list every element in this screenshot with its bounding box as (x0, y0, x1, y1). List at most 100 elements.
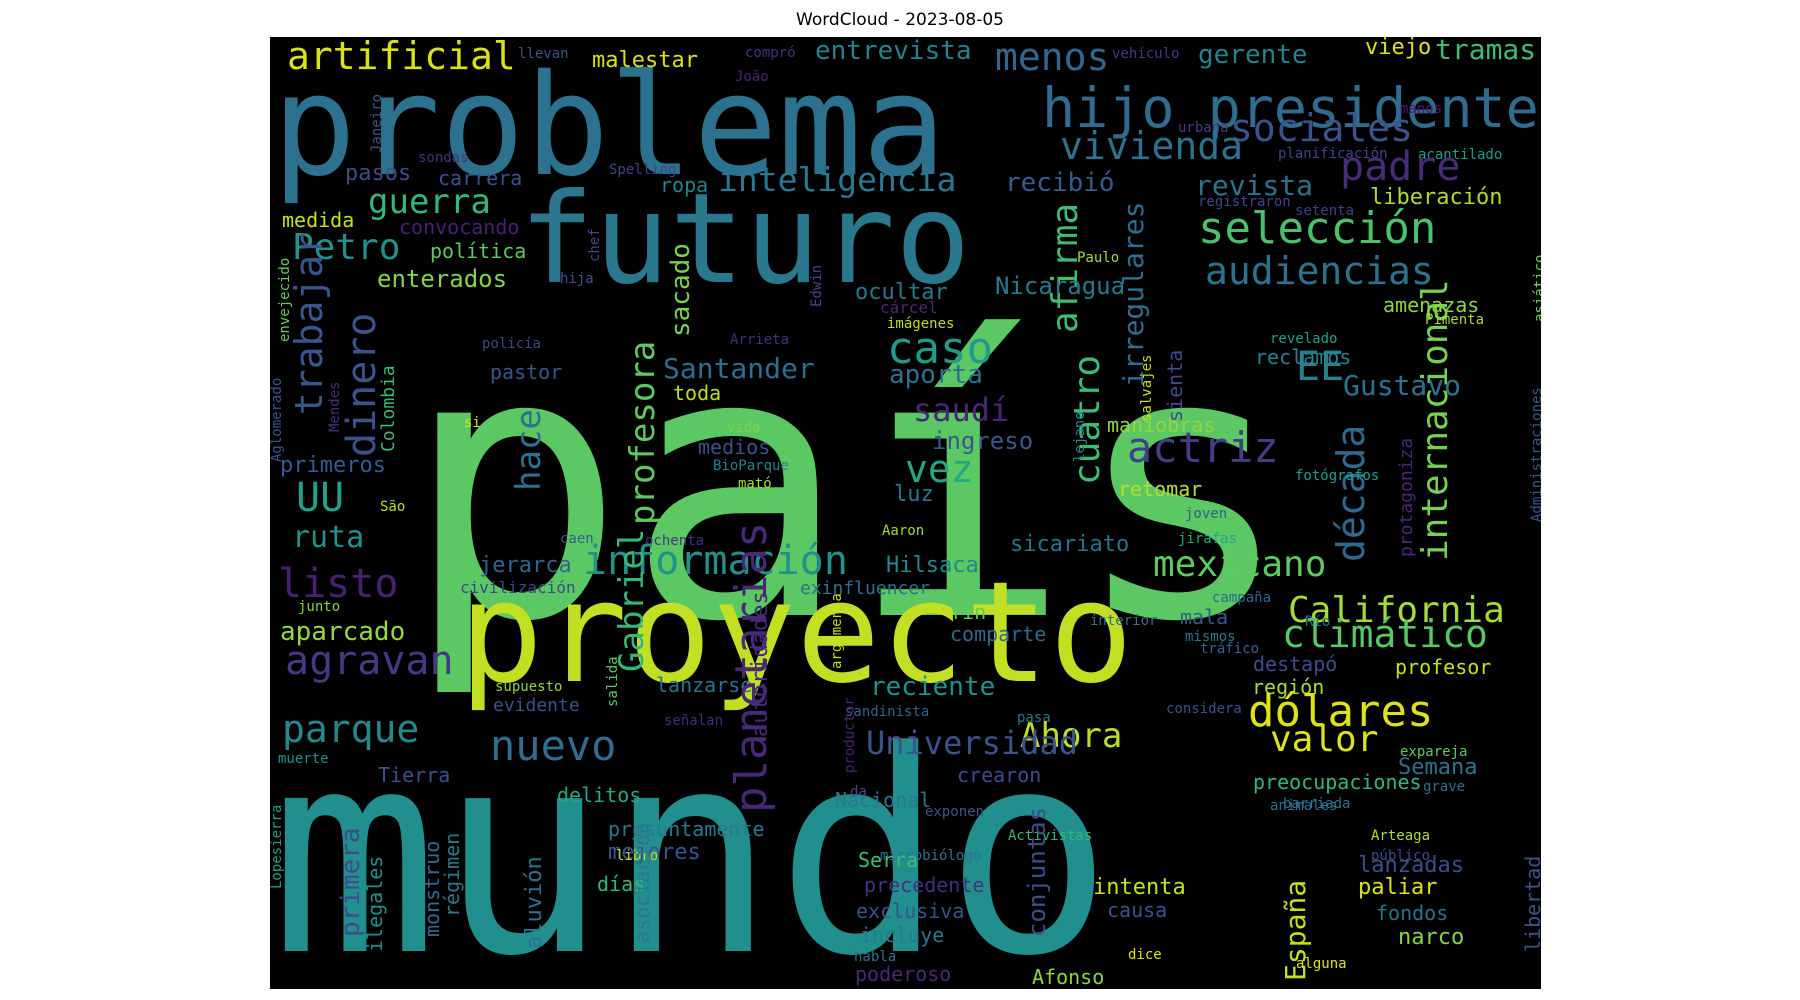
word: señalan (664, 713, 724, 729)
word: causa (1107, 898, 1168, 922)
word: Serra (858, 848, 919, 872)
word: libertad (1521, 855, 1541, 952)
word: aparcado (280, 617, 406, 647)
word: registraron (1198, 194, 1291, 210)
word: hijo presidente (1042, 76, 1539, 140)
word: selección (1198, 203, 1437, 254)
word: afirma (1045, 202, 1086, 333)
word: Lopesierra (270, 804, 285, 889)
word: Administraciones (1529, 387, 1541, 522)
word: lanzadas (1358, 853, 1464, 878)
word: dinero (339, 312, 385, 458)
word: paliar (1358, 875, 1438, 900)
word: medida (282, 208, 355, 232)
word: Mendes (327, 381, 343, 432)
word: fondos (1376, 901, 1449, 925)
word: nuevo (490, 721, 617, 770)
word: política (430, 239, 527, 263)
word: urbana (1178, 120, 1229, 136)
word: ruta (292, 520, 365, 555)
word: profesora (623, 340, 663, 525)
word: tráfico (1200, 641, 1260, 657)
word: alguna (1296, 956, 1347, 972)
word: revista (1195, 169, 1314, 202)
word: días (597, 872, 646, 896)
word: medios (698, 435, 771, 459)
word: Nacional (835, 788, 932, 812)
word: muerte (278, 751, 329, 767)
word: São (380, 499, 406, 515)
word: profesor (1395, 655, 1492, 679)
word: supuesto (495, 679, 563, 695)
word: considera (1166, 701, 1242, 717)
word: futuro (519, 167, 971, 312)
word: vehículo (1112, 46, 1180, 62)
word: asociación (630, 822, 654, 943)
word: setenta (1295, 203, 1355, 219)
word: compró (745, 45, 796, 61)
word: hace (509, 409, 549, 491)
word-cloud: país mundo proyecto problema futuro hijo… (270, 37, 1541, 989)
word: jerarca (479, 553, 572, 578)
word: ilegales (363, 855, 387, 952)
word: aluvión (522, 856, 547, 949)
word: exponen (925, 804, 985, 820)
word: monstruo (420, 840, 444, 937)
word: vida (727, 420, 761, 436)
word: primeros (280, 453, 386, 478)
word: aporta (889, 360, 983, 390)
word: mató (738, 476, 772, 492)
word: caso (887, 323, 993, 374)
word: salida (605, 656, 621, 707)
word: incluye (860, 923, 945, 947)
word: chef (587, 228, 603, 262)
word: fin (950, 600, 987, 624)
word: exclusiva (856, 899, 965, 923)
word: sandinista (845, 704, 930, 720)
word: Santander (663, 352, 815, 385)
word: menos (995, 37, 1110, 79)
word: delitos (557, 783, 642, 807)
word: Ahora (1020, 716, 1123, 756)
word: joven (1185, 506, 1228, 522)
word: Arrieta (730, 332, 790, 348)
word: ochenta (645, 533, 705, 549)
word: argumenta (829, 593, 845, 669)
word: preocupaciones (1253, 770, 1422, 794)
word: Edwin (809, 264, 825, 307)
word: valor (1270, 719, 1379, 760)
chart-title: WordCloud - 2023-08-05 (796, 10, 1004, 30)
word: sondas (418, 150, 469, 166)
word: Tierra (378, 763, 451, 787)
word: Hilsaca (886, 553, 979, 578)
word: entrevista (815, 37, 972, 66)
word: región (1252, 675, 1325, 699)
word: expareja (1400, 744, 1468, 760)
word: acantilado (1418, 147, 1503, 163)
word: Afonso (1032, 965, 1105, 989)
word: mexicano (1153, 544, 1327, 585)
word: régimen (440, 832, 464, 917)
word: manos (1400, 101, 1443, 117)
word: presuntamente (608, 817, 765, 841)
word: BioParque (713, 458, 789, 474)
word: policía (482, 336, 542, 352)
word: Aaron (882, 523, 925, 539)
word: mejores (608, 840, 701, 865)
word: crearon (957, 763, 1042, 787)
word: dice (1128, 947, 1162, 963)
word: vez (905, 447, 974, 491)
word: agravan (285, 638, 454, 684)
word: jirafas (1178, 531, 1238, 547)
word: hija (560, 271, 594, 287)
word: primera (336, 827, 366, 937)
word: pasa (1017, 710, 1051, 726)
word: sicariato (1010, 532, 1130, 557)
word: caen (560, 531, 594, 547)
word: conjuntas (1023, 806, 1051, 937)
word: listo (278, 561, 399, 607)
word: artificial (287, 37, 516, 78)
word: exinfluencer (800, 578, 931, 599)
word: si (464, 415, 481, 431)
word: parque (282, 707, 420, 751)
